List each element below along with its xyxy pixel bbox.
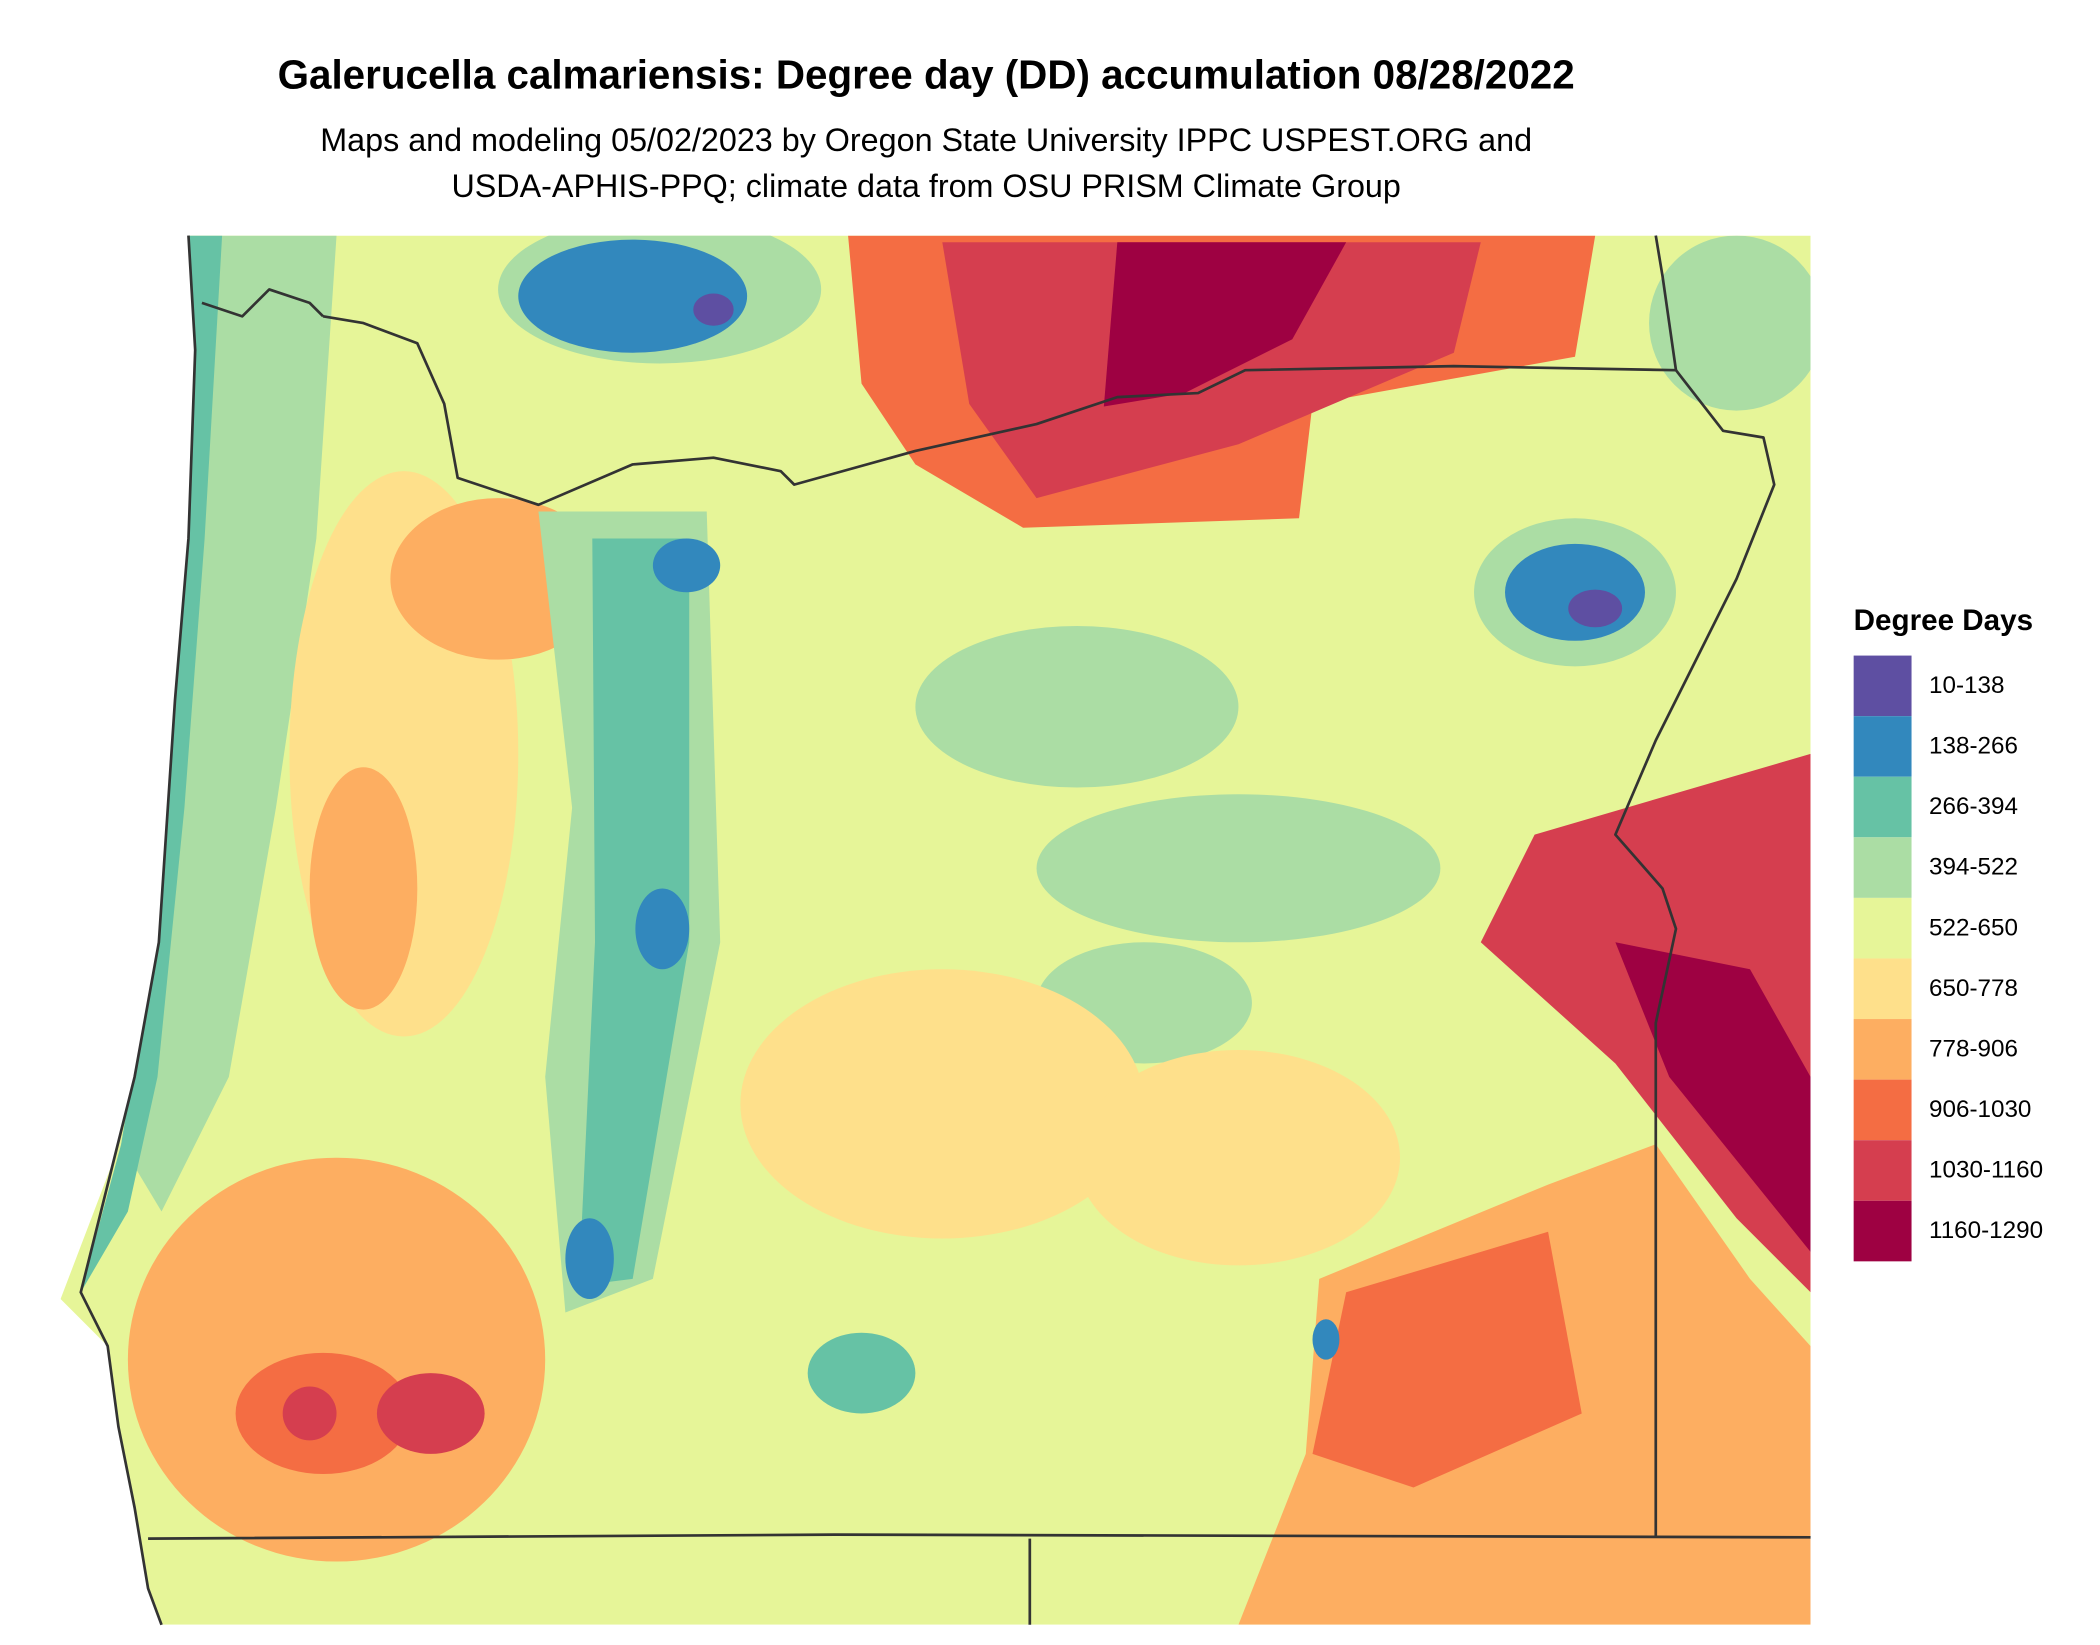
legend-label: 1160-1290 (1929, 1217, 2043, 1244)
map-region (693, 293, 734, 326)
legend-swatch (1853, 655, 1912, 717)
legend-swatch (1853, 1019, 1912, 1080)
map-subtitle: USDA-APHIS-PPQ; climate data from OSU PR… (451, 168, 1400, 204)
legend: 10-138 138-266 266-394 394-522 522-650 650-77… (1853, 655, 2043, 1262)
legend-label: 906-1030 (1929, 1096, 2031, 1123)
coastline (201, 288, 325, 318)
legend-swatch (1853, 776, 1912, 838)
map-region (578, 538, 690, 1286)
map-region (121, 235, 337, 1212)
map-region (1568, 589, 1623, 628)
boundaries (79, 235, 1811, 1626)
map-region (1505, 543, 1645, 641)
map-region (518, 239, 748, 353)
map-region (635, 888, 690, 970)
legend-swatch (1853, 1200, 1912, 1262)
legend-label: 522-650 (1929, 914, 2018, 941)
map-region (565, 1218, 614, 1300)
legend-label: 138-266 (1929, 733, 2018, 760)
legend-label: 778-906 (1929, 1035, 2018, 1062)
coastline (79, 235, 197, 1626)
state-border (322, 315, 1776, 1538)
map-region (1312, 1231, 1582, 1488)
degree-day-map (60, 235, 1811, 1625)
map-title: Galerucella calmariensis: Degree day (DD… (278, 52, 1575, 98)
legend-label: 650-778 (1929, 975, 2018, 1002)
legend-label: 10-138 (1929, 672, 2004, 699)
legend-label: 266-394 (1929, 793, 2018, 820)
map-region (807, 1332, 916, 1414)
map-region (282, 1386, 337, 1441)
map-region (1076, 1050, 1400, 1266)
legend-swatch (1853, 1140, 1912, 1201)
map-region (915, 625, 1239, 788)
map-region (1312, 1319, 1340, 1360)
map-region (1103, 242, 1347, 407)
map-region (1036, 794, 1441, 943)
legend-swatch (1853, 837, 1912, 898)
map-region (652, 538, 721, 593)
legend-swatch (1853, 897, 1912, 959)
legend-title: Degree Days (1854, 604, 2033, 637)
map-region (376, 1373, 485, 1454)
legend-swatch (1853, 716, 1912, 777)
state-border (1654, 235, 1678, 371)
legend-label: 1030-1160 (1929, 1157, 2043, 1184)
legend-swatch (1853, 958, 1912, 1020)
map-region (1615, 942, 1811, 1252)
legend-label: 394-522 (1929, 854, 2018, 881)
map-region (1649, 235, 1811, 411)
map-subtitle: Maps and modeling 05/02/2023 by Oregon S… (320, 122, 1532, 158)
map-region (1480, 753, 1811, 1293)
map-region (740, 969, 1145, 1239)
state-border (148, 1533, 1811, 1540)
legend-swatch (1853, 1079, 1912, 1141)
map-region (309, 767, 418, 1010)
